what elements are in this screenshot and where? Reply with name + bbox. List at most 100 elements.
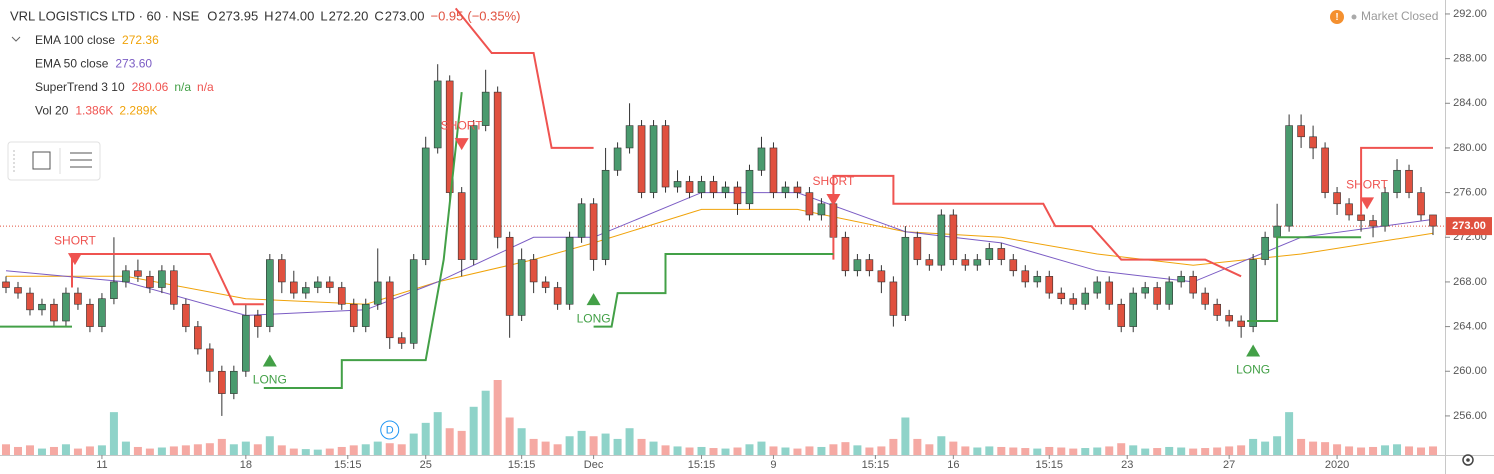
candle-body: [1237, 320, 1245, 327]
candle-body: [1273, 225, 1281, 238]
y-tick-label: 256.00: [1453, 410, 1487, 422]
volume-bar: [1129, 445, 1138, 455]
legend-value: n/a: [174, 80, 191, 94]
signal-label: LONG: [1236, 363, 1270, 377]
y-tick-label: 284.00: [1453, 97, 1487, 109]
volume-bar: [625, 428, 634, 455]
volume-bar: [409, 433, 418, 455]
candle-body: [541, 281, 550, 288]
volume-bar: [25, 445, 34, 455]
volume-bar: [1153, 448, 1162, 455]
volume-bar: [421, 422, 430, 455]
y-tick-label: 288.00: [1453, 53, 1487, 65]
candle-body: [1045, 276, 1054, 294]
candle-body: [493, 91, 502, 238]
candle-body: [1381, 192, 1389, 227]
signal-label: SHORT: [1346, 178, 1388, 192]
volume-bar: [781, 447, 790, 455]
volume-bar: [121, 441, 130, 455]
volume-bar: [469, 406, 478, 455]
candle-body: [62, 292, 70, 322]
header-text: 273.95: [218, 8, 258, 23]
dividend-marker: [380, 420, 400, 440]
volume-bar: [745, 444, 754, 455]
volume-bar: [1249, 438, 1258, 455]
volume-bar: [1381, 445, 1390, 455]
volume-bar: [1405, 446, 1414, 455]
volume-bar: [1189, 448, 1198, 455]
candle-body: [385, 281, 394, 339]
volume-bar: [565, 436, 574, 455]
volume-bar: [865, 447, 874, 455]
volume-bar: [517, 428, 526, 455]
candle-body: [517, 259, 526, 316]
header-text: L: [320, 8, 327, 23]
volume-bar: [1321, 442, 1330, 455]
candle-body: [1285, 125, 1293, 227]
candle-body: [170, 270, 178, 305]
signal-label: LONG: [253, 373, 287, 387]
volume-bar: [205, 443, 214, 455]
candle-body: [997, 248, 1006, 260]
volume-bar: [1261, 441, 1270, 455]
candle-body: [1261, 236, 1269, 260]
candle-body: [278, 259, 286, 283]
candle-body: [949, 214, 958, 260]
volume-bar: [361, 444, 370, 455]
volume-bar: [985, 446, 994, 455]
candle-body: [1405, 169, 1413, 193]
candle-body: [1069, 298, 1078, 305]
dividend-label: D: [386, 424, 394, 436]
candle-body: [721, 186, 730, 193]
volume-bar: [1177, 447, 1186, 455]
volume-bar: [109, 412, 118, 455]
candle-body: [1225, 315, 1233, 322]
signal-label: SHORT: [54, 233, 96, 247]
toolbar[interactable]: [7, 141, 101, 181]
volume-bar: [1, 444, 10, 455]
volume-bar: [1045, 446, 1054, 455]
last-price-label: 273.00: [1452, 220, 1486, 232]
collapse-icon[interactable]: [11, 36, 21, 42]
candle-body: [589, 203, 598, 260]
volume-bar: [277, 445, 286, 455]
volume-bar: [1093, 447, 1102, 455]
status-icon: [1330, 10, 1344, 24]
candle-body: [194, 326, 202, 350]
candle-body: [709, 181, 718, 193]
volume-bar: [37, 448, 46, 455]
legend-value: 280.06: [132, 80, 169, 94]
volume-bar: [841, 442, 850, 455]
volume-bar: [913, 438, 922, 455]
last-price-badge: [1446, 217, 1492, 236]
volume-bar: [673, 446, 682, 455]
volume-bar: [1273, 436, 1282, 455]
settings-icon[interactable]: [1462, 454, 1474, 466]
status-dot: [1351, 14, 1357, 20]
volume-bar: [769, 446, 778, 455]
candle-body: [865, 259, 874, 272]
volume-bar: [505, 417, 514, 455]
x-tick-label: 2020: [1325, 459, 1349, 471]
y-tick-label: 292.00: [1453, 8, 1487, 20]
candle-body: [242, 315, 250, 372]
candle-body: [301, 287, 310, 294]
toolbar-icons: [13, 148, 92, 174]
volume-bar: [529, 438, 538, 455]
indicator-line: [6, 208, 1434, 305]
candle-body: [122, 270, 130, 283]
volume-bar: [157, 447, 166, 455]
candle-body: [469, 125, 478, 260]
volume-bar: [1033, 448, 1042, 455]
x-tick-label: 23: [1121, 459, 1133, 471]
candle-body: [889, 281, 898, 316]
signal-arrow: [1360, 197, 1375, 210]
market-status: Market Closed: [1361, 9, 1438, 23]
candle-body: [913, 236, 922, 260]
plot: SHORT SHORT SHORT SHORT LONG LONG LONG D: [0, 7, 1445, 455]
header-text: 274.00: [275, 8, 315, 23]
volume-bar: [1057, 447, 1066, 455]
candle-body: [74, 292, 82, 305]
candle-body: [937, 214, 946, 266]
